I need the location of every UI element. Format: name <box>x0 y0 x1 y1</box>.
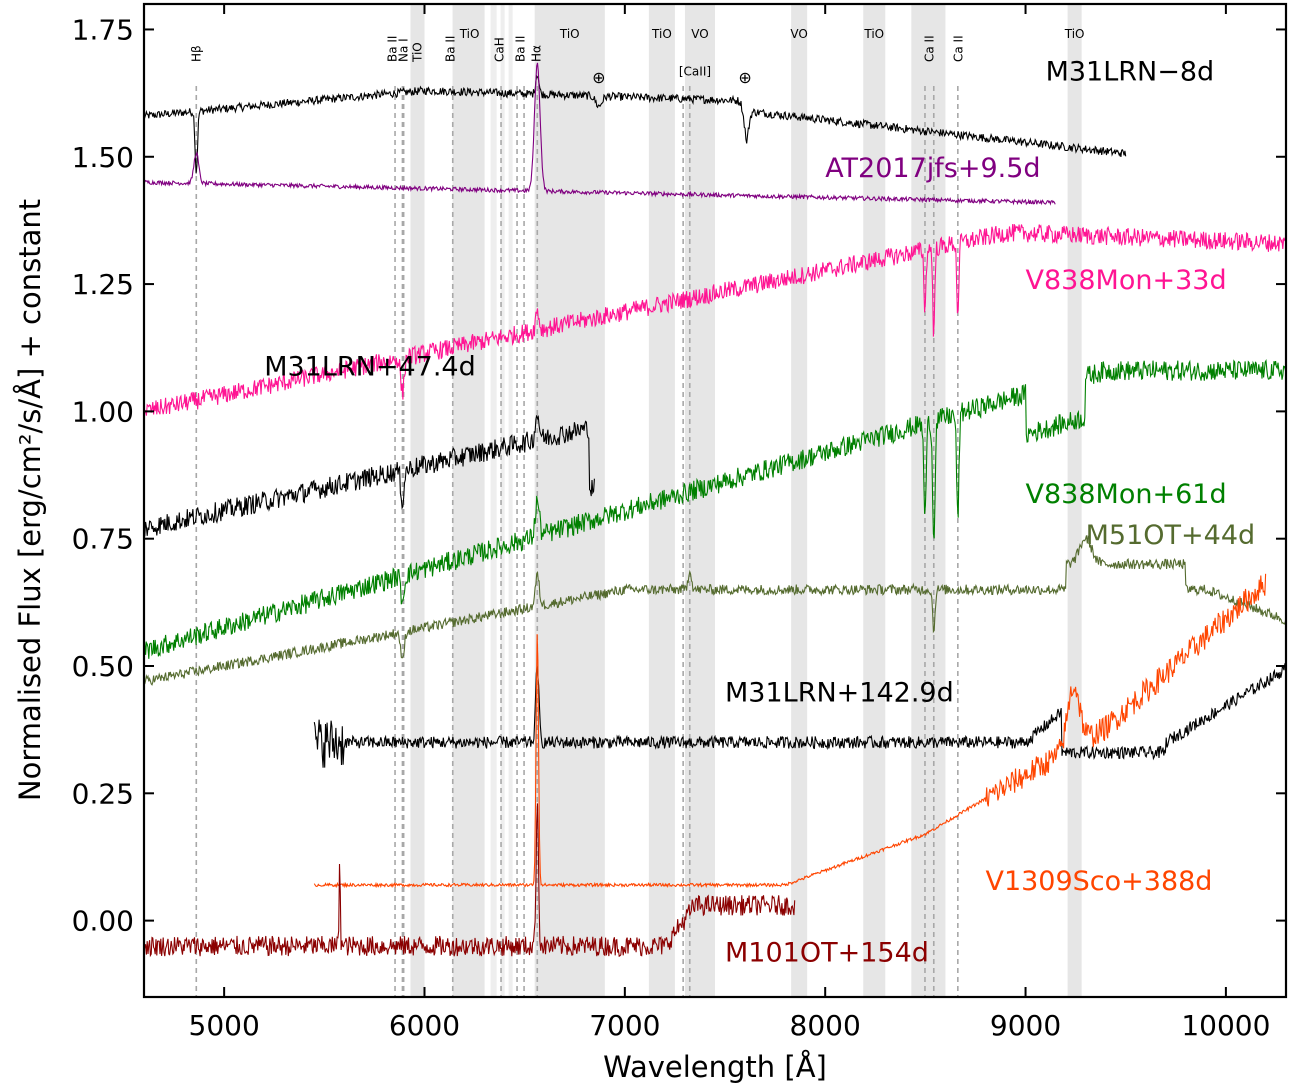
y-tick-label: 0.75 <box>72 523 134 556</box>
feature-label: Ba II <box>444 36 458 62</box>
series-label: V838Mon+61d <box>1026 479 1227 510</box>
shaded-band <box>453 4 485 997</box>
series-label: AT2017jfs+9.5d <box>825 153 1040 184</box>
shaded-band <box>535 4 605 997</box>
y-tick-label: 0.25 <box>72 777 134 810</box>
feature-label: VO <box>691 27 708 41</box>
feature-label: TiO <box>651 27 672 41</box>
feature-label: TiO <box>559 27 580 41</box>
feature-label: Hα <box>530 45 544 62</box>
feature-label: TiO <box>410 42 424 63</box>
feature-label: Ba II <box>514 36 528 62</box>
shaded-band <box>410 4 424 997</box>
x-tick-label: 10000 <box>1181 1009 1270 1042</box>
feature-label: Na I <box>396 38 410 62</box>
telluric-icon: ⊕ <box>738 68 751 87</box>
series-label: M31LRN+142.9d <box>725 678 954 709</box>
y-tick-label: 1.25 <box>72 268 134 301</box>
feature-label: TiO <box>1064 27 1085 41</box>
x-tick-label: 9000 <box>990 1009 1061 1042</box>
y-tick-label: 1.75 <box>72 13 134 46</box>
feature-label: VO <box>790 27 807 41</box>
shaded-band <box>791 4 807 997</box>
feature-label: TiO <box>459 27 480 41</box>
series-label: V1309Sco+388d <box>985 866 1212 897</box>
feature-label: Hβ <box>189 45 203 62</box>
x-tick-label: 5000 <box>189 1009 260 1042</box>
feature-label: CaH <box>493 37 507 62</box>
telluric-icon: ⊕ <box>592 68 605 87</box>
x-tick-label: 6000 <box>389 1009 460 1042</box>
narrow-band <box>491 4 497 997</box>
series-label: V838Mon+33d <box>1026 265 1227 296</box>
x-tick-label: 7000 <box>589 1009 660 1042</box>
x-tick-label: 8000 <box>790 1009 861 1042</box>
y-tick-label: 0.50 <box>72 650 134 683</box>
y-axis-label: Normalised Flux [erg/cm²/s/Å] + constant <box>13 199 47 801</box>
series-label: M101OT+154d <box>725 937 929 968</box>
series-label: M51OT+44d <box>1086 520 1256 551</box>
series-label: M31LRN−8d <box>1046 56 1215 87</box>
feature-label: Ca II <box>922 35 936 62</box>
series-line <box>144 415 594 536</box>
y-tick-label: 1.00 <box>72 395 134 428</box>
feature-label: [CaII] <box>679 64 711 78</box>
series-label: M31LRN+47.4d <box>264 352 476 383</box>
narrow-band <box>509 4 513 997</box>
y-tick-label: 0.00 <box>72 905 134 938</box>
feature-label: TiO <box>863 27 884 41</box>
x-axis-label: Wavelength [Å] <box>603 1050 827 1084</box>
feature-label: Ca II <box>951 35 965 62</box>
y-tick-label: 1.50 <box>72 141 134 174</box>
